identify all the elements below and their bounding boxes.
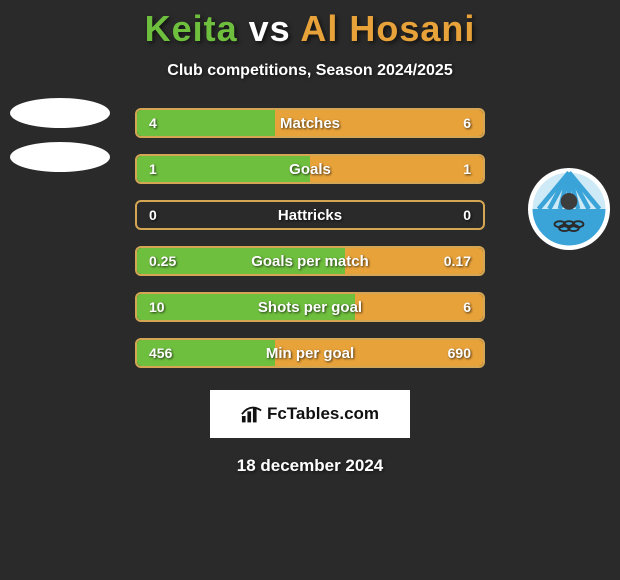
stat-value-right: 690 bbox=[448, 345, 471, 361]
subtitle: Club competitions, Season 2024/2025 bbox=[167, 62, 452, 80]
stat-fill-right bbox=[310, 156, 483, 182]
stat-value-left: 456 bbox=[149, 345, 172, 361]
stat-value-left: 0 bbox=[149, 207, 157, 223]
stat-row: 0.25 Goals per match 0.17 bbox=[135, 246, 485, 276]
infographic-container: Keita vs Al Hosani Club competitions, Se… bbox=[0, 0, 620, 580]
club-logo-svg bbox=[531, 171, 607, 247]
stat-row: 0 Hattricks 0 bbox=[135, 200, 485, 230]
player2-club-logo bbox=[528, 168, 610, 250]
stat-value-right: 6 bbox=[463, 115, 471, 131]
right-badge-column bbox=[528, 168, 610, 250]
stat-value-left: 4 bbox=[149, 115, 157, 131]
stat-label: Goals per match bbox=[251, 253, 369, 270]
brand-badge: FcTables.com bbox=[210, 390, 410, 438]
player1-club-placeholder bbox=[10, 142, 110, 172]
stat-value-right: 0 bbox=[463, 207, 471, 223]
title-player1: Keita bbox=[145, 8, 238, 49]
stat-value-right: 1 bbox=[463, 161, 471, 177]
brand-chart-icon bbox=[241, 405, 263, 423]
player1-photo-placeholder bbox=[10, 98, 110, 128]
stat-label: Min per goal bbox=[266, 345, 354, 362]
stat-value-left: 1 bbox=[149, 161, 157, 177]
stat-row: 456 Min per goal 690 bbox=[135, 338, 485, 368]
stat-value-right: 6 bbox=[463, 299, 471, 315]
stats-area: 4Matches61Goals10Hattricks00.25Goals per… bbox=[0, 108, 620, 368]
date-text: 18 december 2024 bbox=[237, 456, 384, 476]
stat-row: 4 Matches 6 bbox=[135, 108, 485, 138]
page-title: Keita vs Al Hosani bbox=[145, 8, 476, 50]
stat-label: Matches bbox=[280, 115, 340, 132]
stat-fill-left bbox=[137, 110, 275, 136]
stat-row: 10 Shots per goal 6 bbox=[135, 292, 485, 322]
title-player2: Al Hosani bbox=[300, 8, 475, 49]
title-vs: vs bbox=[249, 8, 291, 49]
stat-value-left: 10 bbox=[149, 299, 165, 315]
stat-label: Shots per goal bbox=[258, 299, 362, 316]
stat-value-left: 0.25 bbox=[149, 253, 176, 269]
stat-row: 1 Goals 1 bbox=[135, 154, 485, 184]
brand-text: FcTables.com bbox=[267, 404, 379, 424]
stat-value-right: 0.17 bbox=[444, 253, 471, 269]
stat-label: Hattricks bbox=[278, 207, 342, 224]
left-badge-column bbox=[10, 98, 110, 172]
stat-label: Goals bbox=[289, 161, 331, 178]
stat-fill-left bbox=[137, 156, 310, 182]
stat-rows: 4Matches61Goals10Hattricks00.25Goals per… bbox=[135, 108, 485, 368]
